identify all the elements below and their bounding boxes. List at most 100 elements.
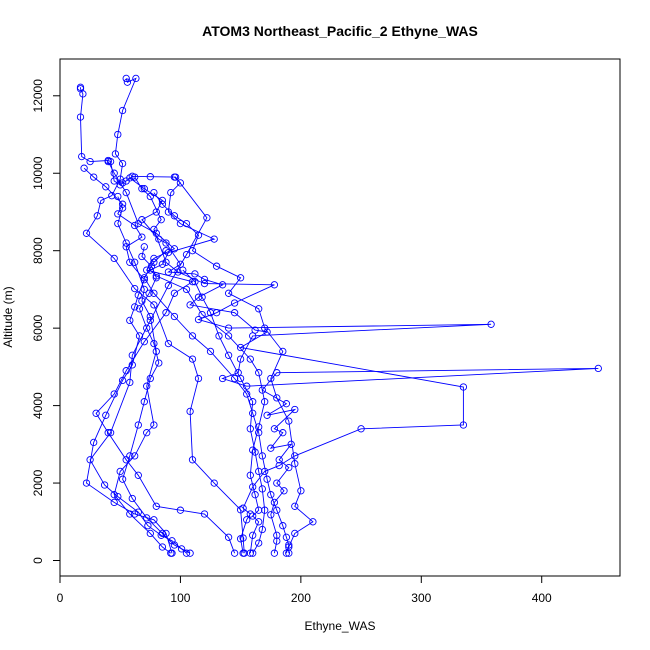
data-point — [279, 347, 287, 356]
data-point — [126, 174, 134, 182]
x-tick-label: 200 — [291, 591, 311, 605]
data-point — [92, 409, 100, 417]
data-series — [150, 188, 317, 557]
data-point — [146, 192, 154, 201]
data-point — [273, 479, 281, 487]
data-point — [146, 312, 154, 321]
data-point — [459, 421, 468, 429]
data-point — [194, 374, 203, 383]
data-point — [123, 78, 132, 86]
data-point — [80, 164, 88, 172]
data-point — [102, 411, 110, 419]
data-point — [122, 239, 130, 247]
data-point — [131, 452, 139, 460]
data-point — [487, 320, 495, 328]
data-point — [93, 212, 101, 220]
data-point — [230, 549, 239, 557]
y-tick-label: 10000 — [31, 156, 45, 190]
data-point — [285, 541, 293, 549]
data-point — [114, 130, 122, 139]
data-point — [291, 405, 299, 414]
data-point — [114, 192, 122, 201]
data-point — [126, 510, 134, 518]
data-point — [249, 531, 257, 539]
data-point — [82, 479, 91, 487]
data-point — [158, 529, 167, 538]
series-line — [153, 192, 314, 554]
data-point — [102, 183, 110, 191]
x-tick-label: 100 — [170, 591, 190, 605]
data-point — [138, 297, 146, 305]
data-point — [138, 233, 146, 241]
data-point — [118, 159, 127, 168]
series-line — [129, 177, 464, 554]
x-axis-label: Ethyne_WAS — [305, 619, 376, 633]
data-point — [239, 504, 247, 512]
data-point — [126, 452, 134, 460]
data-point — [236, 343, 245, 352]
y-tick-label: 8000 — [31, 237, 45, 264]
x-tick-label: 0 — [57, 591, 64, 605]
data-point — [118, 106, 127, 115]
data-series — [110, 192, 175, 557]
data-point — [179, 266, 187, 274]
data-point — [126, 316, 134, 325]
data-point — [157, 216, 165, 224]
data-point — [267, 374, 275, 383]
data-point — [150, 254, 158, 263]
data-point — [150, 339, 158, 348]
data-point — [182, 219, 191, 228]
data-point — [194, 231, 203, 239]
data-point — [152, 274, 160, 282]
data-point — [97, 196, 105, 205]
x-tick-label: 400 — [532, 591, 552, 605]
data-point — [146, 529, 154, 538]
data-point — [170, 173, 179, 181]
data-point — [297, 487, 305, 495]
data-point — [251, 448, 259, 456]
data-point — [279, 429, 287, 437]
data-point — [126, 258, 134, 266]
data-point — [255, 369, 263, 377]
data-point — [282, 549, 291, 557]
data-point — [138, 252, 146, 261]
data-point — [210, 235, 218, 243]
data-point — [145, 289, 153, 297]
data-point — [100, 481, 109, 489]
data-point — [309, 518, 317, 526]
data-point — [255, 305, 263, 313]
data-point — [280, 487, 288, 495]
data-point — [152, 502, 160, 510]
data-point — [146, 173, 154, 181]
data-point — [104, 157, 112, 166]
data-point — [135, 305, 144, 313]
data-point — [282, 533, 291, 541]
data-point — [236, 374, 245, 383]
data-point — [188, 247, 197, 255]
data-point — [176, 506, 185, 514]
data-point — [134, 291, 142, 299]
data-point — [188, 456, 197, 464]
data-point — [122, 188, 130, 197]
data-point — [90, 173, 98, 181]
data-point — [186, 301, 194, 309]
data-point — [131, 510, 139, 518]
data-point — [188, 355, 197, 363]
data-point — [249, 512, 257, 520]
data-point — [90, 438, 98, 447]
data-point — [140, 398, 148, 406]
data-point — [110, 254, 118, 263]
data-point — [270, 498, 279, 507]
data-series — [179, 266, 269, 557]
data-point — [206, 309, 215, 317]
data-point — [76, 83, 85, 91]
data-point — [246, 549, 254, 557]
data-point — [158, 200, 167, 208]
data-point — [200, 279, 209, 288]
data-point — [255, 539, 263, 547]
data-point — [168, 537, 176, 545]
data-point — [188, 332, 197, 340]
data-point — [111, 150, 120, 158]
data-point — [267, 491, 275, 499]
data-point — [200, 510, 209, 518]
